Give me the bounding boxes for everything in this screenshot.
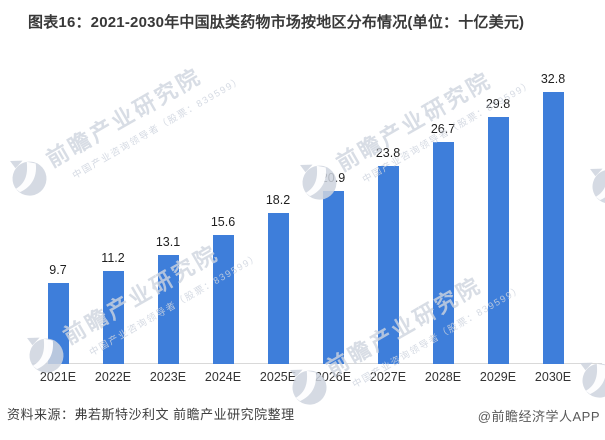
bar-2028E [432,142,454,364]
bar-value-label: 11.2 [101,251,125,265]
bar-value-label: 18.2 [265,193,291,207]
x-axis-tick-label: 2024E [204,370,242,384]
x-axis-tick-label: 2023E [149,370,187,384]
bar-2029E [487,117,509,364]
bar-2021E [47,283,69,364]
bar-2025E [267,213,289,364]
bar-value-label: 32.8 [540,72,566,86]
x-axis-line [32,363,602,364]
bar-2027E [377,166,399,364]
x-axis-tick-label: 2030E [534,370,572,384]
bar-2024E [212,235,234,364]
x-axis-tick-label: 2025E [259,370,297,384]
bar-2022E [102,271,124,364]
bar-value-label: 15.6 [210,215,236,229]
bar-2023E [157,255,179,364]
bar-value-label: 23.8 [375,146,401,160]
x-axis-tick-label: 2021E [39,370,77,384]
x-axis-tick-label: 2022E [94,370,132,384]
brand-note: @前瞻经济学人APP [477,409,600,424]
x-axis-tick-label: 2029E [479,370,517,384]
x-axis-tick-label: 2028E [424,370,462,384]
x-axis-tick-label: 2026E [314,370,352,384]
bar-value-label: 20.9 [320,171,346,185]
source-note: 资料来源：弗若斯特沙利文 前瞻产业研究院整理 [7,407,295,422]
bar-value-label: 26.7 [430,122,456,136]
bar-2030E [542,92,564,364]
bar-value-label: 13.1 [155,235,181,249]
bar-2026E [322,191,344,364]
x-axis-tick-label: 2027E [369,370,407,384]
bar-value-label: 29.8 [485,97,511,111]
bar-value-label: 9.7 [49,263,67,277]
chart-title: 图表16：2021-2030年中国肽类药物市场按地区分布情况(单位：十亿美元) [28,14,525,31]
